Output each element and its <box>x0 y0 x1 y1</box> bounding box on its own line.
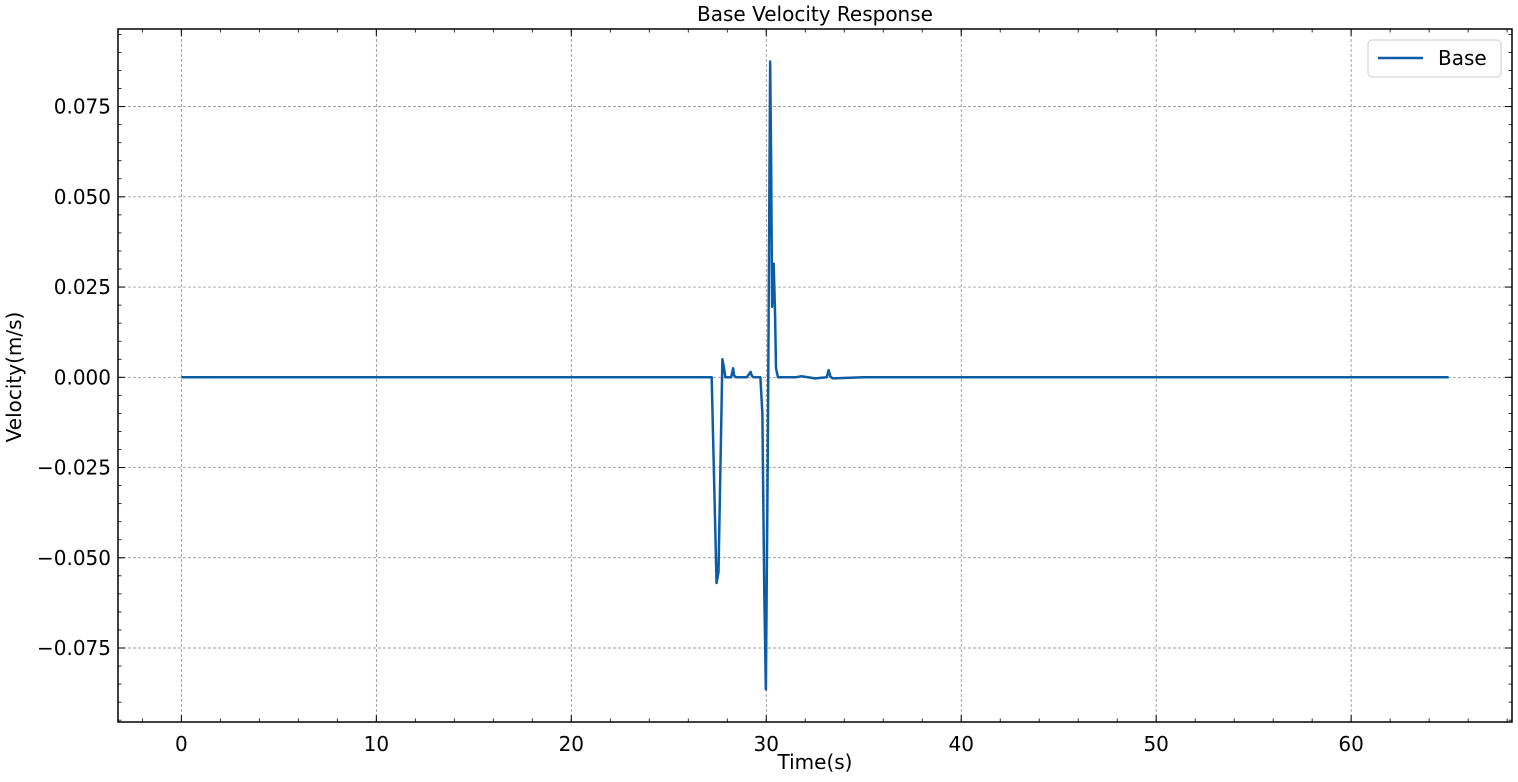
x-tick-label: 60 <box>1338 732 1363 756</box>
y-tick-label: 0.075 <box>54 95 111 119</box>
y-tick-label: −0.050 <box>37 546 111 570</box>
x-tick-label: 30 <box>754 732 779 756</box>
y-tick-label: −0.075 <box>37 636 111 660</box>
x-tick-label: 50 <box>1143 732 1168 756</box>
y-tick-label: 0.025 <box>54 275 111 299</box>
x-tick-label: 0 <box>175 732 188 756</box>
legend: Base <box>1367 39 1502 78</box>
x-tick-label: 10 <box>364 732 389 756</box>
legend-box <box>1367 39 1502 78</box>
legend-label-base: Base <box>1438 46 1487 70</box>
plot-frame <box>117 28 1513 723</box>
x-tick-label: 20 <box>559 732 584 756</box>
x-axis-label: Time(s) <box>777 750 853 774</box>
grid-lines <box>118 29 1512 722</box>
series-line-base <box>181 60 1449 691</box>
y-axis-label: Velocity(m/s) <box>2 312 26 443</box>
y-tick-label: 0.050 <box>54 185 111 209</box>
y-tick-label: 0.000 <box>54 365 111 389</box>
x-tick-label: 40 <box>948 732 973 756</box>
series-layer <box>181 60 1449 691</box>
chart-title: Base Velocity Response <box>697 2 933 26</box>
axis-ticks: 0 10 20 30 40 50 60 0.075 0.050 0.025 0.000 −0.025 −… <box>37 29 1512 756</box>
y-tick-label: −0.025 <box>37 456 111 480</box>
